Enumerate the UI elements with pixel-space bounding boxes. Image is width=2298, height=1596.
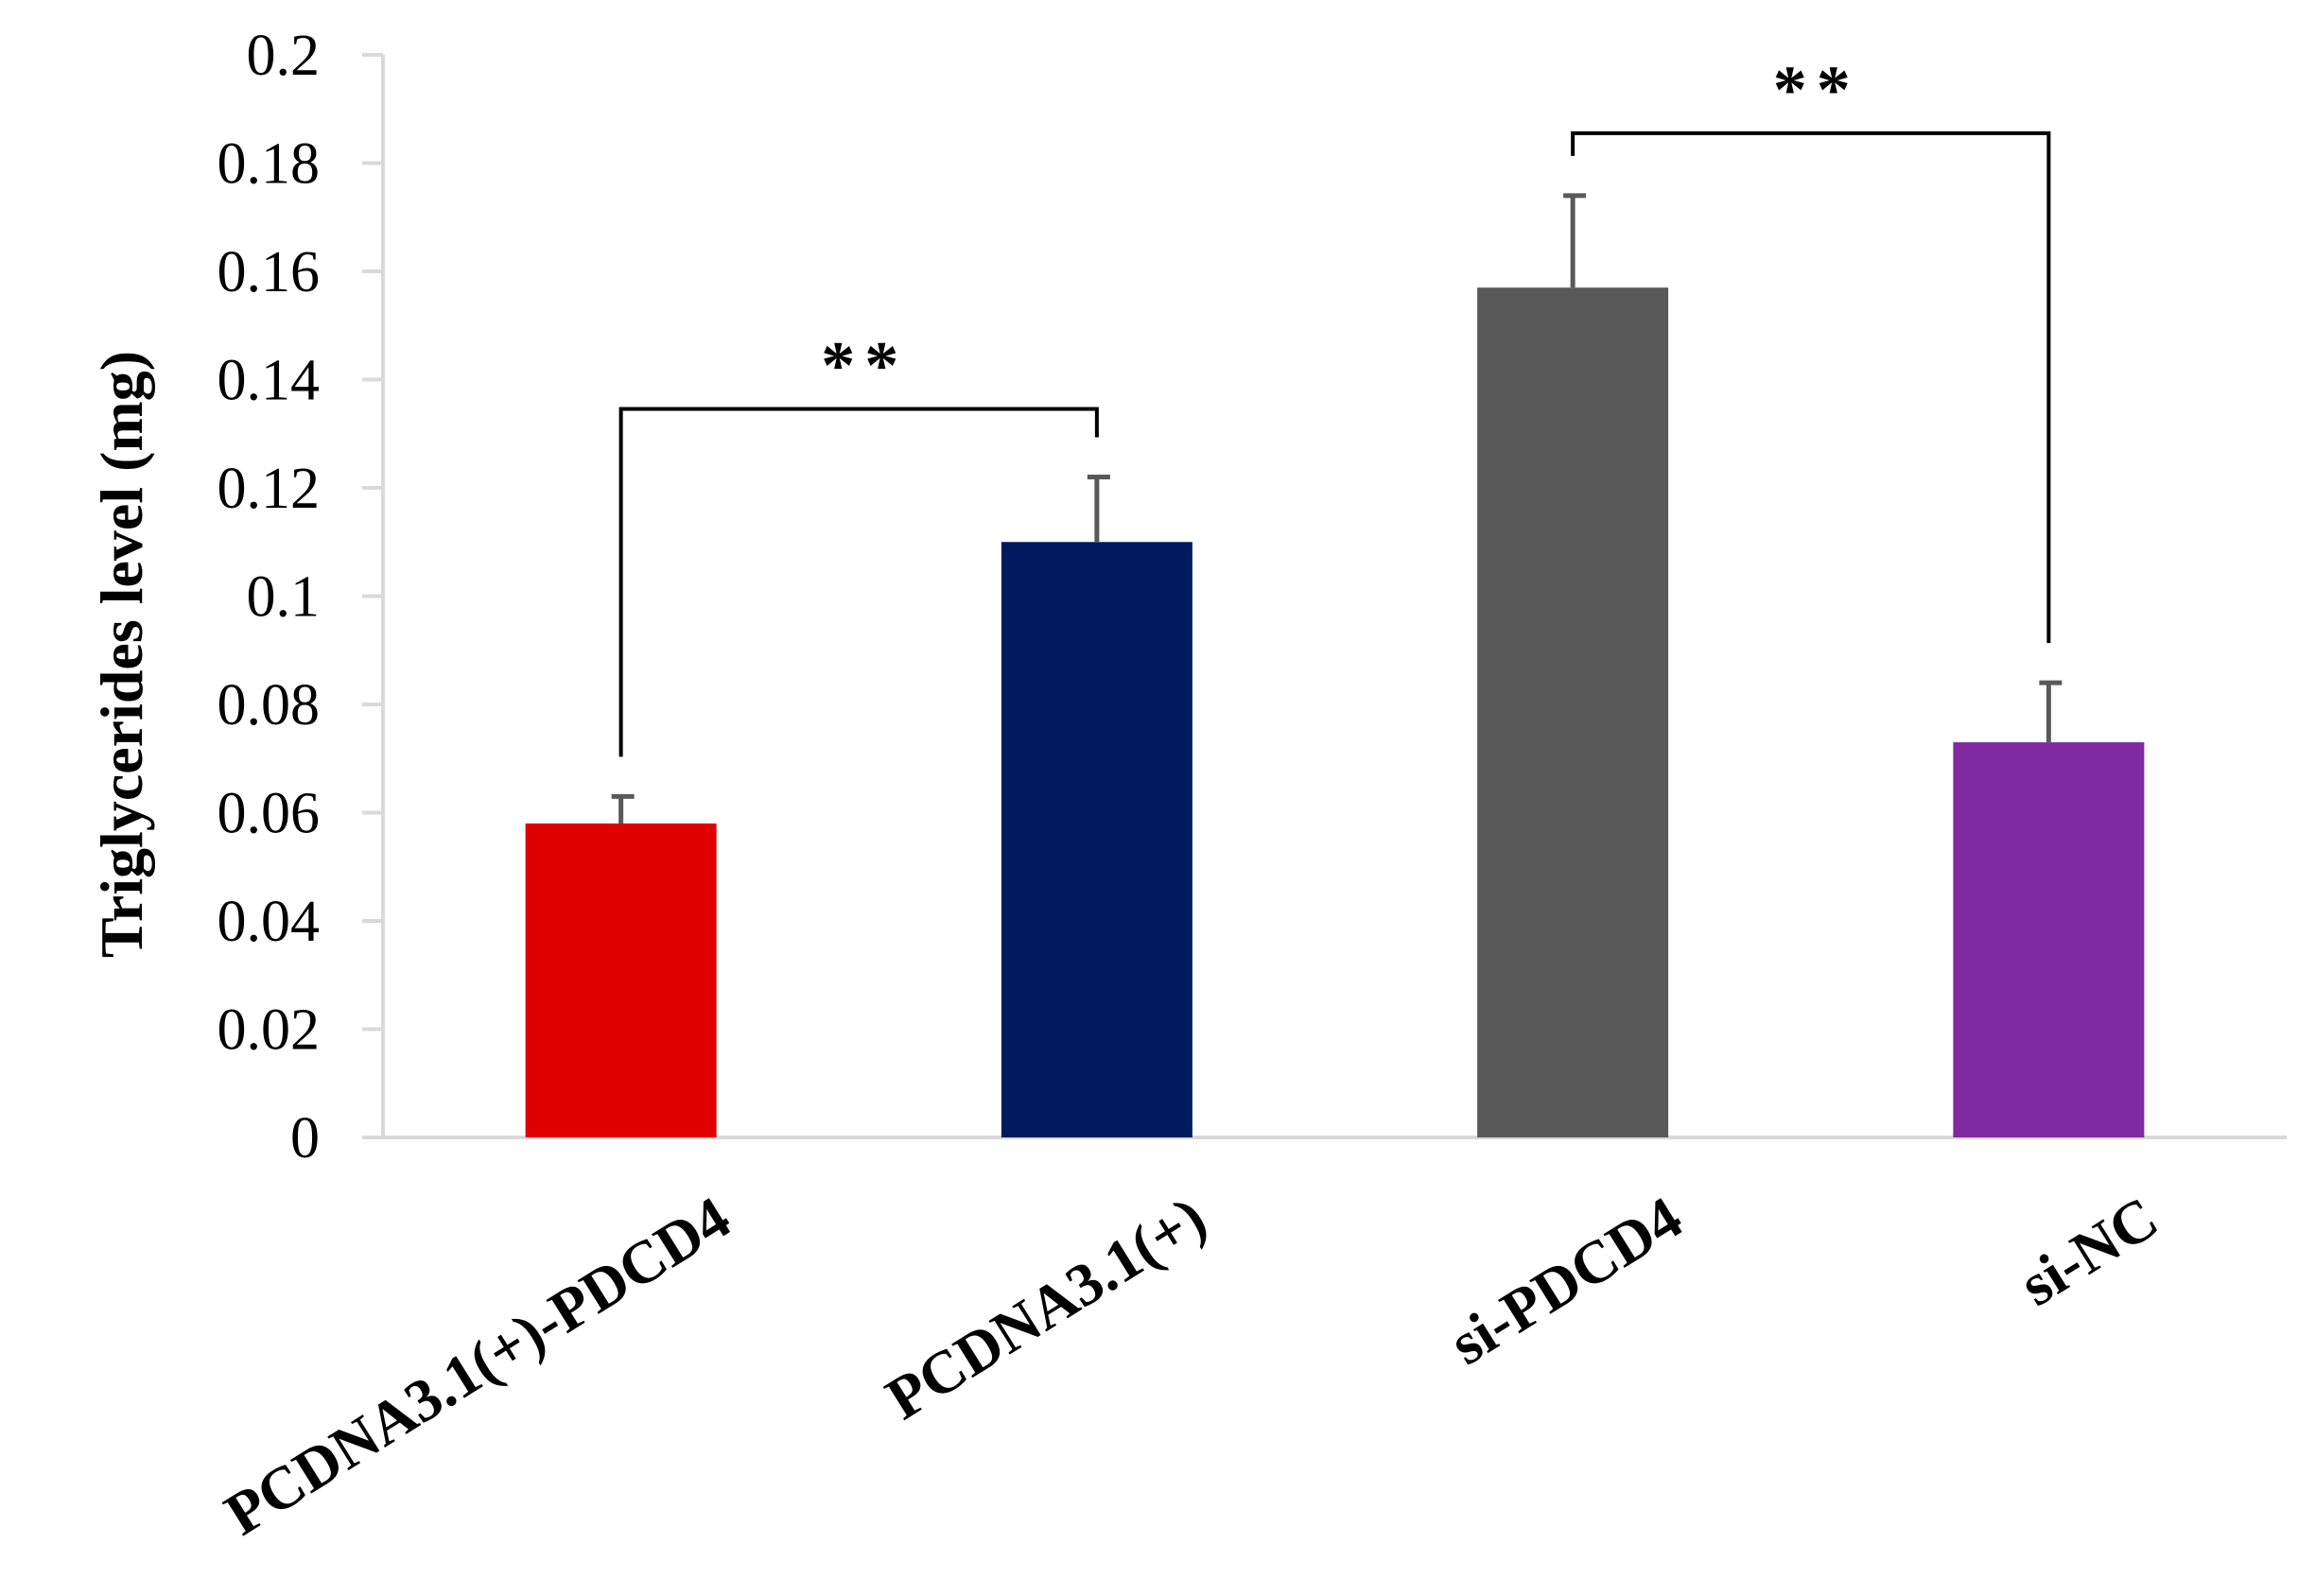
- y-tick-label: 0.02: [218, 998, 321, 1063]
- bar-3: [1953, 742, 2145, 1137]
- x-category-label-0: PCDNA3.1(+)-PDCD4: [214, 1184, 741, 1549]
- y-axis-label: Triglycerides level (mg): [88, 351, 155, 958]
- x-category-label-3: si-NC: [2009, 1184, 2169, 1319]
- y-tick-label: 0.1: [247, 565, 321, 630]
- significance-label-0: **: [821, 328, 908, 404]
- y-tick-label: 0.2: [247, 24, 321, 88]
- bar-1: [1001, 542, 1193, 1137]
- bar-0: [525, 823, 717, 1137]
- y-tick-label: 0.14: [218, 349, 321, 413]
- significance-bracket-1: [1571, 130, 2051, 644]
- x-category-label-2: si-PDCD4: [1438, 1184, 1694, 1378]
- bars: [525, 287, 2145, 1137]
- significance-brackets: ** **: [618, 52, 2051, 757]
- y-tick-label: 0: [290, 1106, 320, 1171]
- x-category-label-1: PCDNA3.1(+): [875, 1184, 1217, 1432]
- significance-bracket-0: [618, 407, 1099, 757]
- y-tick-label: 0.16: [218, 240, 321, 304]
- y-tick-label: 0.12: [218, 457, 321, 521]
- y-tick-label: 0.08: [218, 673, 321, 737]
- y-tick-label: 0.18: [218, 132, 321, 197]
- significance-label-1: **: [1773, 52, 1860, 128]
- bar-2: [1477, 287, 1669, 1137]
- y-tick-label: 0.06: [218, 782, 321, 846]
- y-tick-label: 0.04: [218, 890, 321, 954]
- error-bars: [611, 193, 2063, 824]
